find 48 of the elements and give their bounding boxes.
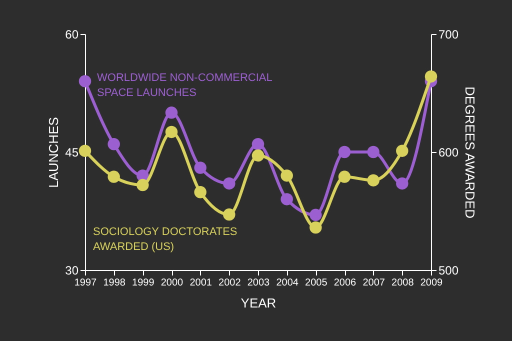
point	[310, 208, 322, 222]
y2-axis-title: DEGREES AWARDED	[462, 86, 478, 218]
point	[136, 178, 149, 192]
point	[78, 144, 92, 157]
y-tick-label: 30	[65, 264, 79, 278]
point	[223, 177, 236, 190]
point	[252, 138, 264, 150]
y-axis-title: LAUNCHES	[46, 116, 62, 188]
y-tick-label: 60	[65, 28, 79, 42]
point	[424, 70, 438, 83]
point	[108, 170, 120, 183]
y2-tick-label: 500	[438, 264, 459, 278]
y-tick-label: 45	[65, 146, 79, 160]
point	[165, 106, 178, 119]
y2-tick-label: 600	[438, 146, 459, 160]
x-tick-label: 2003	[247, 278, 270, 288]
point	[367, 146, 380, 158]
point	[338, 146, 351, 158]
x-tick-label: 1998	[103, 278, 126, 288]
x-tick-label: 2001	[190, 278, 212, 288]
point	[223, 208, 236, 221]
x-tick-label: 2008	[392, 278, 414, 288]
point	[194, 162, 206, 174]
series-label: WORLDWIDE NON-COMMERCIAL SPACE LAUNCHES	[97, 72, 272, 99]
x-tick-label: 2004	[276, 278, 299, 288]
x-tick-label: 2009	[420, 278, 444, 288]
series-label: SOCIOLOGY DOCTORATES AWARDED (US)	[93, 226, 238, 253]
point	[280, 193, 293, 206]
point	[367, 174, 380, 186]
point	[194, 186, 206, 198]
x-tick-label: 2005	[305, 278, 328, 288]
x-tick-label: 2000	[160, 278, 184, 288]
point	[165, 126, 178, 138]
x-axis-title: YEAR	[240, 296, 276, 310]
point	[78, 75, 92, 88]
x-tick-label: 2002	[218, 278, 242, 288]
point	[310, 221, 322, 234]
x-tick-label: 1997	[74, 278, 98, 288]
x-tick-label: 2006	[334, 278, 357, 288]
y2-tick-label: 700	[438, 28, 459, 42]
point	[280, 169, 293, 182]
point	[396, 144, 408, 157]
point	[396, 177, 408, 190]
point	[108, 138, 120, 150]
point	[338, 170, 351, 183]
x-tick-label: 2007	[362, 278, 386, 288]
point	[252, 149, 264, 162]
x-tick-label: 1999	[132, 278, 155, 288]
